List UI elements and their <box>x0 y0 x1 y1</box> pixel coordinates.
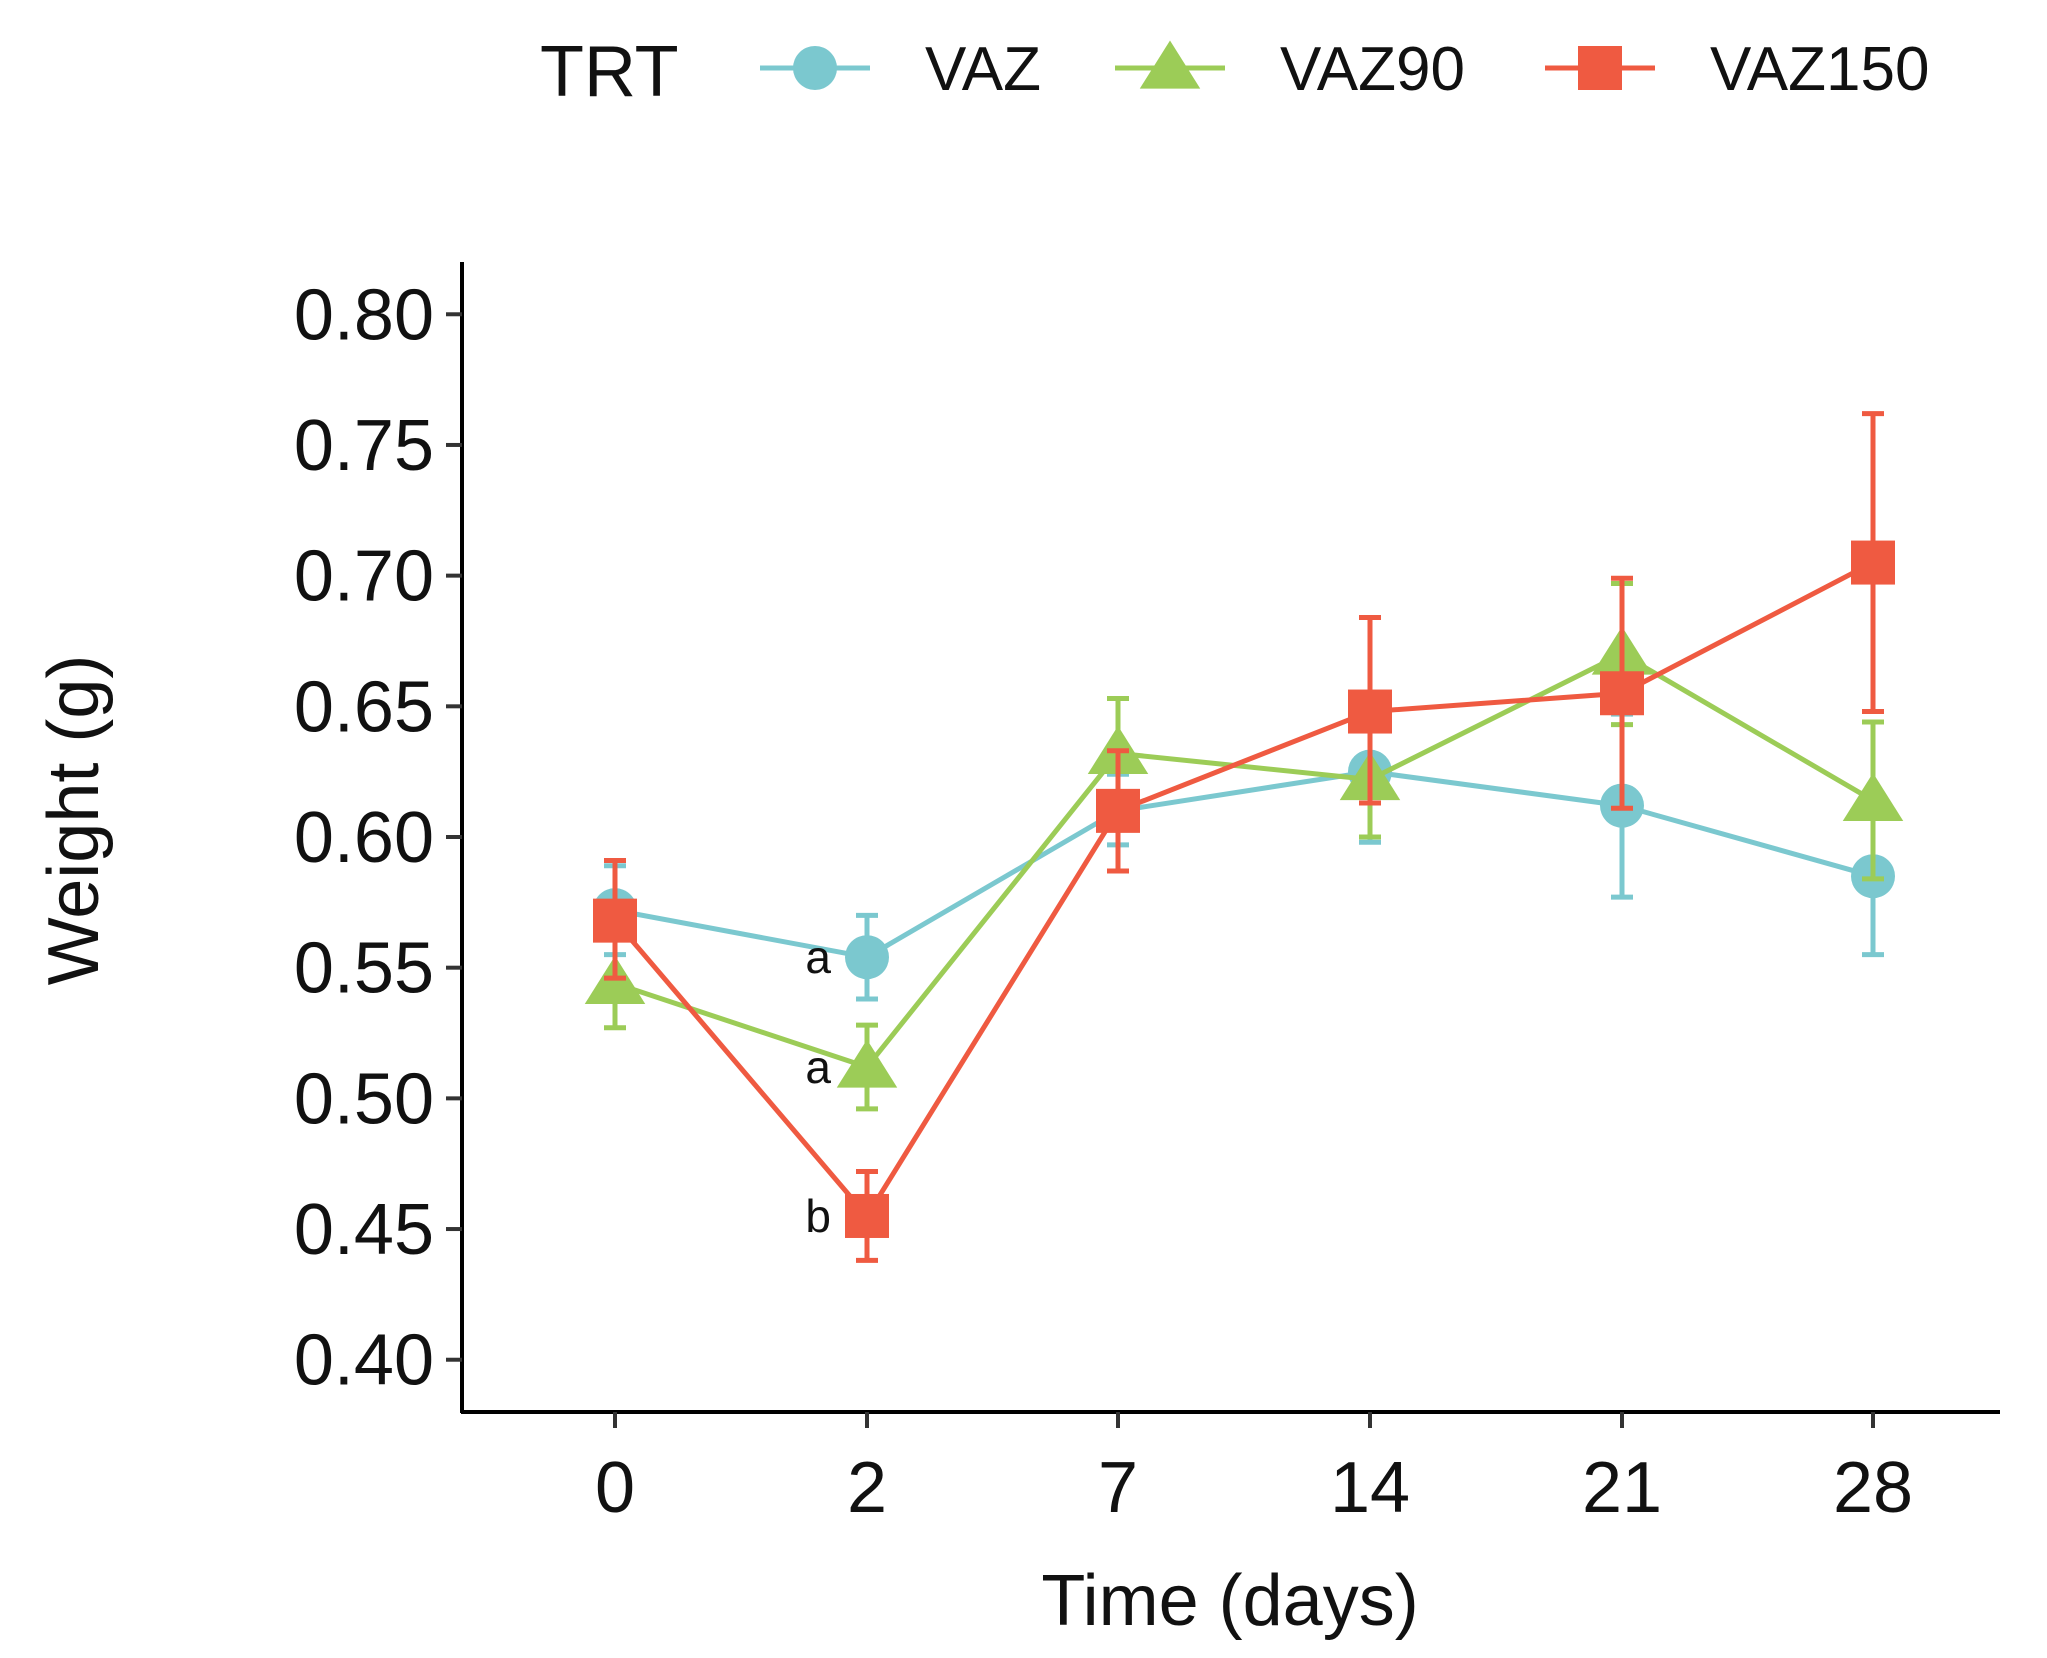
y-tick-label: 0.70 <box>294 537 434 617</box>
x-axis-title: Time (days) <box>1041 1561 1418 1641</box>
legend-marker-vaz <box>793 46 837 90</box>
line-vaz <box>614 769 1874 960</box>
legend: TRT VAZ VAZ90 VAZ150 <box>540 32 1929 112</box>
y-tick-label: 0.40 <box>294 1321 434 1401</box>
point-vaz150 <box>845 1193 889 1238</box>
legend-label: VAZ <box>925 35 1041 104</box>
plot-series <box>584 411 1904 1263</box>
line-vaz150 <box>613 560 1875 1219</box>
y-tick-label: 0.80 <box>294 275 434 355</box>
legend-entry-vaz90: VAZ90 <box>1115 35 1465 104</box>
point-vaz <box>845 935 889 980</box>
x-tick-label: 28 <box>1833 1448 1913 1528</box>
y-tick-label: 0.55 <box>294 929 434 1009</box>
significance-label: a <box>805 931 831 983</box>
x-tick-label: 0 <box>595 1448 635 1528</box>
legend-marker-vaz150 <box>1578 46 1622 90</box>
point-vaz150 <box>1600 671 1644 716</box>
series-vaz150 <box>593 411 1895 1263</box>
x-tick-label: 2 <box>847 1448 887 1528</box>
x-tick-label: 14 <box>1330 1448 1410 1528</box>
legend-title: TRT <box>540 32 679 112</box>
y-tick-label: 0.75 <box>294 406 434 486</box>
y-tick-label: 0.60 <box>294 798 434 878</box>
series-vaz <box>593 698 1895 1002</box>
annotations: a a b <box>805 931 831 1242</box>
legend-label: VAZ90 <box>1280 35 1465 104</box>
y-axis-title: Weight (g) <box>34 655 114 986</box>
significance-label: a <box>805 1041 831 1093</box>
y-tick-label: 0.45 <box>294 1190 434 1270</box>
legend-label: VAZ150 <box>1710 35 1929 104</box>
significance-label: b <box>805 1190 831 1242</box>
point-vaz150 <box>1348 689 1392 734</box>
point-vaz150 <box>1096 788 1140 833</box>
line-vaz90 <box>614 651 1875 1070</box>
y-tick-label: 0.50 <box>294 1059 434 1139</box>
axes: 0.40 0.45 0.50 0.55 0.60 0.65 0.70 0.75 0.80 0 2 7 1… <box>294 262 2000 1528</box>
legend-marker-vaz90 <box>1139 40 1201 89</box>
point-vaz90 <box>1842 772 1904 822</box>
point-vaz150 <box>593 898 637 943</box>
x-tick-label: 21 <box>1582 1448 1662 1528</box>
series-vaz90 <box>584 580 1904 1112</box>
x-tick-label: 7 <box>1098 1448 1138 1528</box>
y-tick-label: 0.65 <box>294 667 434 747</box>
point-vaz90 <box>836 1039 898 1088</box>
point-vaz150 <box>1851 540 1895 585</box>
legend-entry-vaz150: VAZ150 <box>1545 35 1929 104</box>
legend-entry-vaz: VAZ <box>760 35 1041 104</box>
